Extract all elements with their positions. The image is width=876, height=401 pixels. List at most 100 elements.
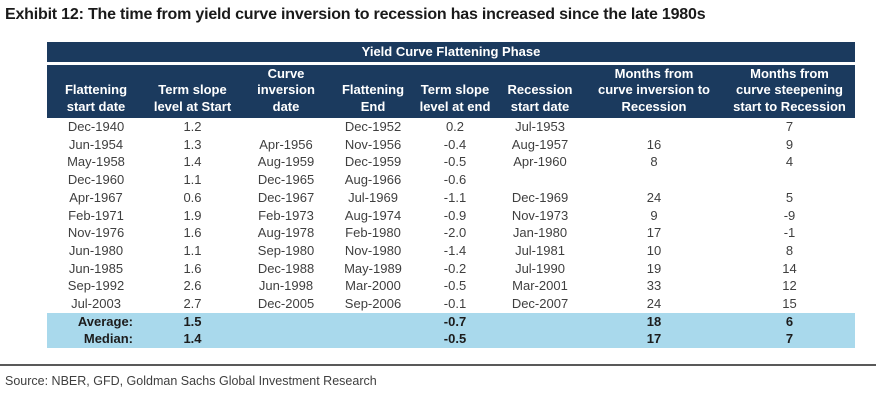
table-cell: 24 xyxy=(646,189,662,205)
table-cell: Mar-2000 xyxy=(345,278,401,294)
table-cell xyxy=(496,171,584,189)
table-cell: 24 xyxy=(646,296,662,312)
header-cell-2: Curve inversion date xyxy=(240,65,332,118)
table-row: Nov-1976 1.6 Aug-1978 Feb-1980 -2.0 Jan-1980 1… xyxy=(47,224,855,242)
table-cell: Jun-1985 xyxy=(68,260,124,276)
table-row: Feb-1971 1.9 Feb-1973 Aug-1974 -0.9 Nov-1973 9… xyxy=(47,207,855,225)
table-cell: 14 xyxy=(782,260,797,276)
table-cell: -0.4 xyxy=(443,136,467,152)
table-row: Sep-1992 2.6 Jun-1998 Mar-2000 -0.5 Mar-2001 3… xyxy=(47,277,855,295)
header-cell-1: Term slope level at Start xyxy=(145,65,240,118)
table-cell: 5 xyxy=(785,189,794,205)
table-row: Jul-2003 2.7 Dec-2005 Sep-2006 -0.1 Dec-2007 2… xyxy=(47,295,855,313)
table-cell xyxy=(584,118,724,136)
table-cell: -0.2 xyxy=(443,260,467,276)
table-cell xyxy=(332,330,414,348)
table-cell: -1.1 xyxy=(443,189,467,205)
table-cell: Jul-1981 xyxy=(515,242,565,258)
table-cell: -0.5 xyxy=(414,330,496,348)
table-cell: -9 xyxy=(783,207,796,223)
table-row: Apr-1967 0.6 Dec-1967 Jul-1969 -1.1 Dec-1969 2… xyxy=(47,189,855,207)
table-cell: Feb-1980 xyxy=(345,225,401,241)
table-cell: 0.6 xyxy=(183,189,202,205)
table-cell: 12 xyxy=(782,278,797,294)
table-cell: Jul-1990 xyxy=(515,260,565,276)
table-cell xyxy=(332,312,414,331)
table-cell: Dec-1967 xyxy=(257,189,315,205)
table-cell: Dec-1940 xyxy=(67,119,125,134)
table-cell: Nov-1973 xyxy=(511,207,569,223)
table-cell xyxy=(496,330,584,348)
header-cell-5: Recession start date xyxy=(496,65,584,118)
table-banner: Yield Curve Flattening Phase xyxy=(47,42,855,62)
table-cell: 0.2 xyxy=(445,119,465,134)
table-cell: 1.6 xyxy=(183,260,202,276)
header-cell-3: Flattening End xyxy=(332,65,414,118)
table-cell: Median: xyxy=(47,330,145,348)
table-cell: 18 xyxy=(584,312,724,331)
summary-row-average: Average: 1.5 -0.7 18 6 xyxy=(47,312,855,331)
table-cell: Aug-1959 xyxy=(257,154,315,170)
exhibit-title: Exhibit 12: The time from yield curve in… xyxy=(5,6,706,23)
table-cell: Aug-1974 xyxy=(344,207,402,223)
table-cell: 9 xyxy=(650,207,658,223)
table-cell: Jun-1954 xyxy=(68,136,124,152)
table-row: May-1958 1.4 Aug-1959 Dec-1959 -0.5 Apr-1960 8… xyxy=(47,153,855,171)
table-cell: Jul-2003 xyxy=(71,296,121,312)
table-cell: Jul-1969 xyxy=(348,189,398,205)
table-cell: 7 xyxy=(785,119,794,134)
table-cell: 1.2 xyxy=(183,119,202,134)
table-cell xyxy=(240,312,332,331)
table-cell: Sep-1980 xyxy=(257,242,315,258)
table-cell: -1.4 xyxy=(443,242,467,258)
table-cell: 15 xyxy=(782,296,797,312)
table-cell: 4 xyxy=(785,154,794,170)
table-cell: 1.4 xyxy=(145,330,240,348)
header-cell-0: Flattening start date xyxy=(47,65,145,118)
table-cell: 10 xyxy=(646,242,662,258)
table-cell: Jun-1998 xyxy=(258,278,314,294)
table-cell: 1.5 xyxy=(145,312,240,331)
table-cell: Nov-1980 xyxy=(344,242,402,258)
table-cell: Dec-1960 xyxy=(67,172,125,188)
table-cell: Jun-1980 xyxy=(68,242,124,258)
table-cell: Aug-1957 xyxy=(511,136,569,152)
table-cell xyxy=(240,118,332,136)
table-cell xyxy=(724,171,855,189)
table-cell: Aug-1966 xyxy=(344,172,402,188)
table-cell: Sep-1992 xyxy=(67,278,125,294)
table-cell: 9 xyxy=(785,136,794,152)
table-cell: 1.9 xyxy=(183,207,202,223)
source-text: Source: NBER, GFD, Goldman Sachs Global … xyxy=(5,373,377,388)
table-row: Dec-1940 1.2 Dec-1952 0.2 Jul-1953 7 xyxy=(47,118,855,136)
table-cell: 1.1 xyxy=(183,242,202,258)
table-cell: Jan-1980 xyxy=(512,225,568,241)
table-cell: -0.5 xyxy=(443,278,467,294)
table-cell xyxy=(584,171,724,189)
table-cell: 33 xyxy=(646,278,662,294)
table-cell: 7 xyxy=(724,330,855,348)
table-cell: -2.0 xyxy=(443,225,467,241)
table-cell: Apr-1960 xyxy=(513,154,567,170)
source-divider xyxy=(0,363,876,366)
table-cell: -0.9 xyxy=(443,207,467,223)
table-cell: 2.7 xyxy=(183,296,202,312)
table-cell: Dec-2005 xyxy=(257,296,315,312)
table-cell: 17 xyxy=(584,330,724,348)
table-cell: 1.1 xyxy=(183,172,202,188)
table-cell: -0.7 xyxy=(414,312,496,331)
table-cell: 16 xyxy=(646,136,662,152)
table-row: Jun-1985 1.6 Dec-1988 May-1989 -0.2 Jul-1990 1… xyxy=(47,260,855,278)
table-cell: Mar-2001 xyxy=(512,278,568,294)
table-cell: -0.1 xyxy=(443,296,467,312)
table-cell: Average: xyxy=(47,312,145,331)
header-cell-6: Months from curve inversion to Recession xyxy=(584,65,724,118)
table-cell: Apr-1956 xyxy=(259,136,313,152)
table-cell: -0.5 xyxy=(443,154,467,170)
table-cell: Dec-1965 xyxy=(257,172,315,188)
table-cell: 8 xyxy=(650,154,658,170)
table-cell: Sep-2006 xyxy=(344,296,402,312)
exhibit-page: Exhibit 12: The time from yield curve in… xyxy=(0,6,876,401)
table-row: Dec-1960 1.1 Dec-1965 Aug-1966 -0.6 xyxy=(47,171,855,189)
table-cell xyxy=(240,330,332,348)
